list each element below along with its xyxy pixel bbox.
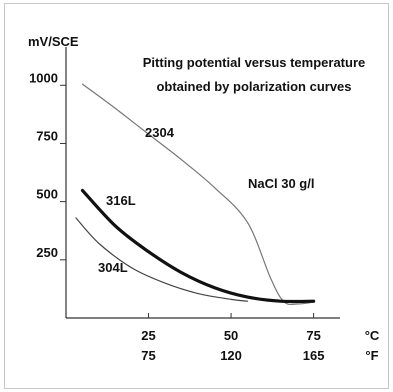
series-line-2304: [81, 83, 315, 306]
x-tick-label-fahrenheit: 165: [303, 348, 325, 363]
x-unit-fahrenheit: °F: [365, 348, 378, 363]
y-tick-label: 500: [36, 187, 58, 202]
chart-subtitle: obtained by polarization curves: [156, 79, 351, 94]
x-unit-celsius: °C: [365, 328, 380, 343]
series-label-304l: 304L: [98, 260, 128, 275]
chart-title: Pitting potential versus temperature: [143, 55, 366, 70]
series-label-2304: 2304: [145, 125, 175, 140]
series-line-316l: [80, 188, 316, 304]
y-tick-label: 250: [36, 245, 58, 260]
chart-frame: [4, 3, 389, 389]
x-tick-label-fahrenheit: 75: [141, 348, 155, 363]
y-axis-label: mV/SCE: [28, 34, 79, 49]
series-line-304l: [75, 217, 249, 302]
y-tick-label: 750: [36, 128, 58, 143]
nacl-annotation: NaCl 30 g/l: [248, 176, 314, 191]
series-label-316l: 316L: [106, 193, 136, 208]
x-tick-label-fahrenheit: 120: [220, 348, 242, 363]
x-tick-label-celsius: 75: [306, 328, 320, 343]
x-tick-label-celsius: 25: [141, 328, 155, 343]
x-tick-label-celsius: 50: [224, 328, 238, 343]
y-tick-label: 1000: [29, 70, 58, 85]
